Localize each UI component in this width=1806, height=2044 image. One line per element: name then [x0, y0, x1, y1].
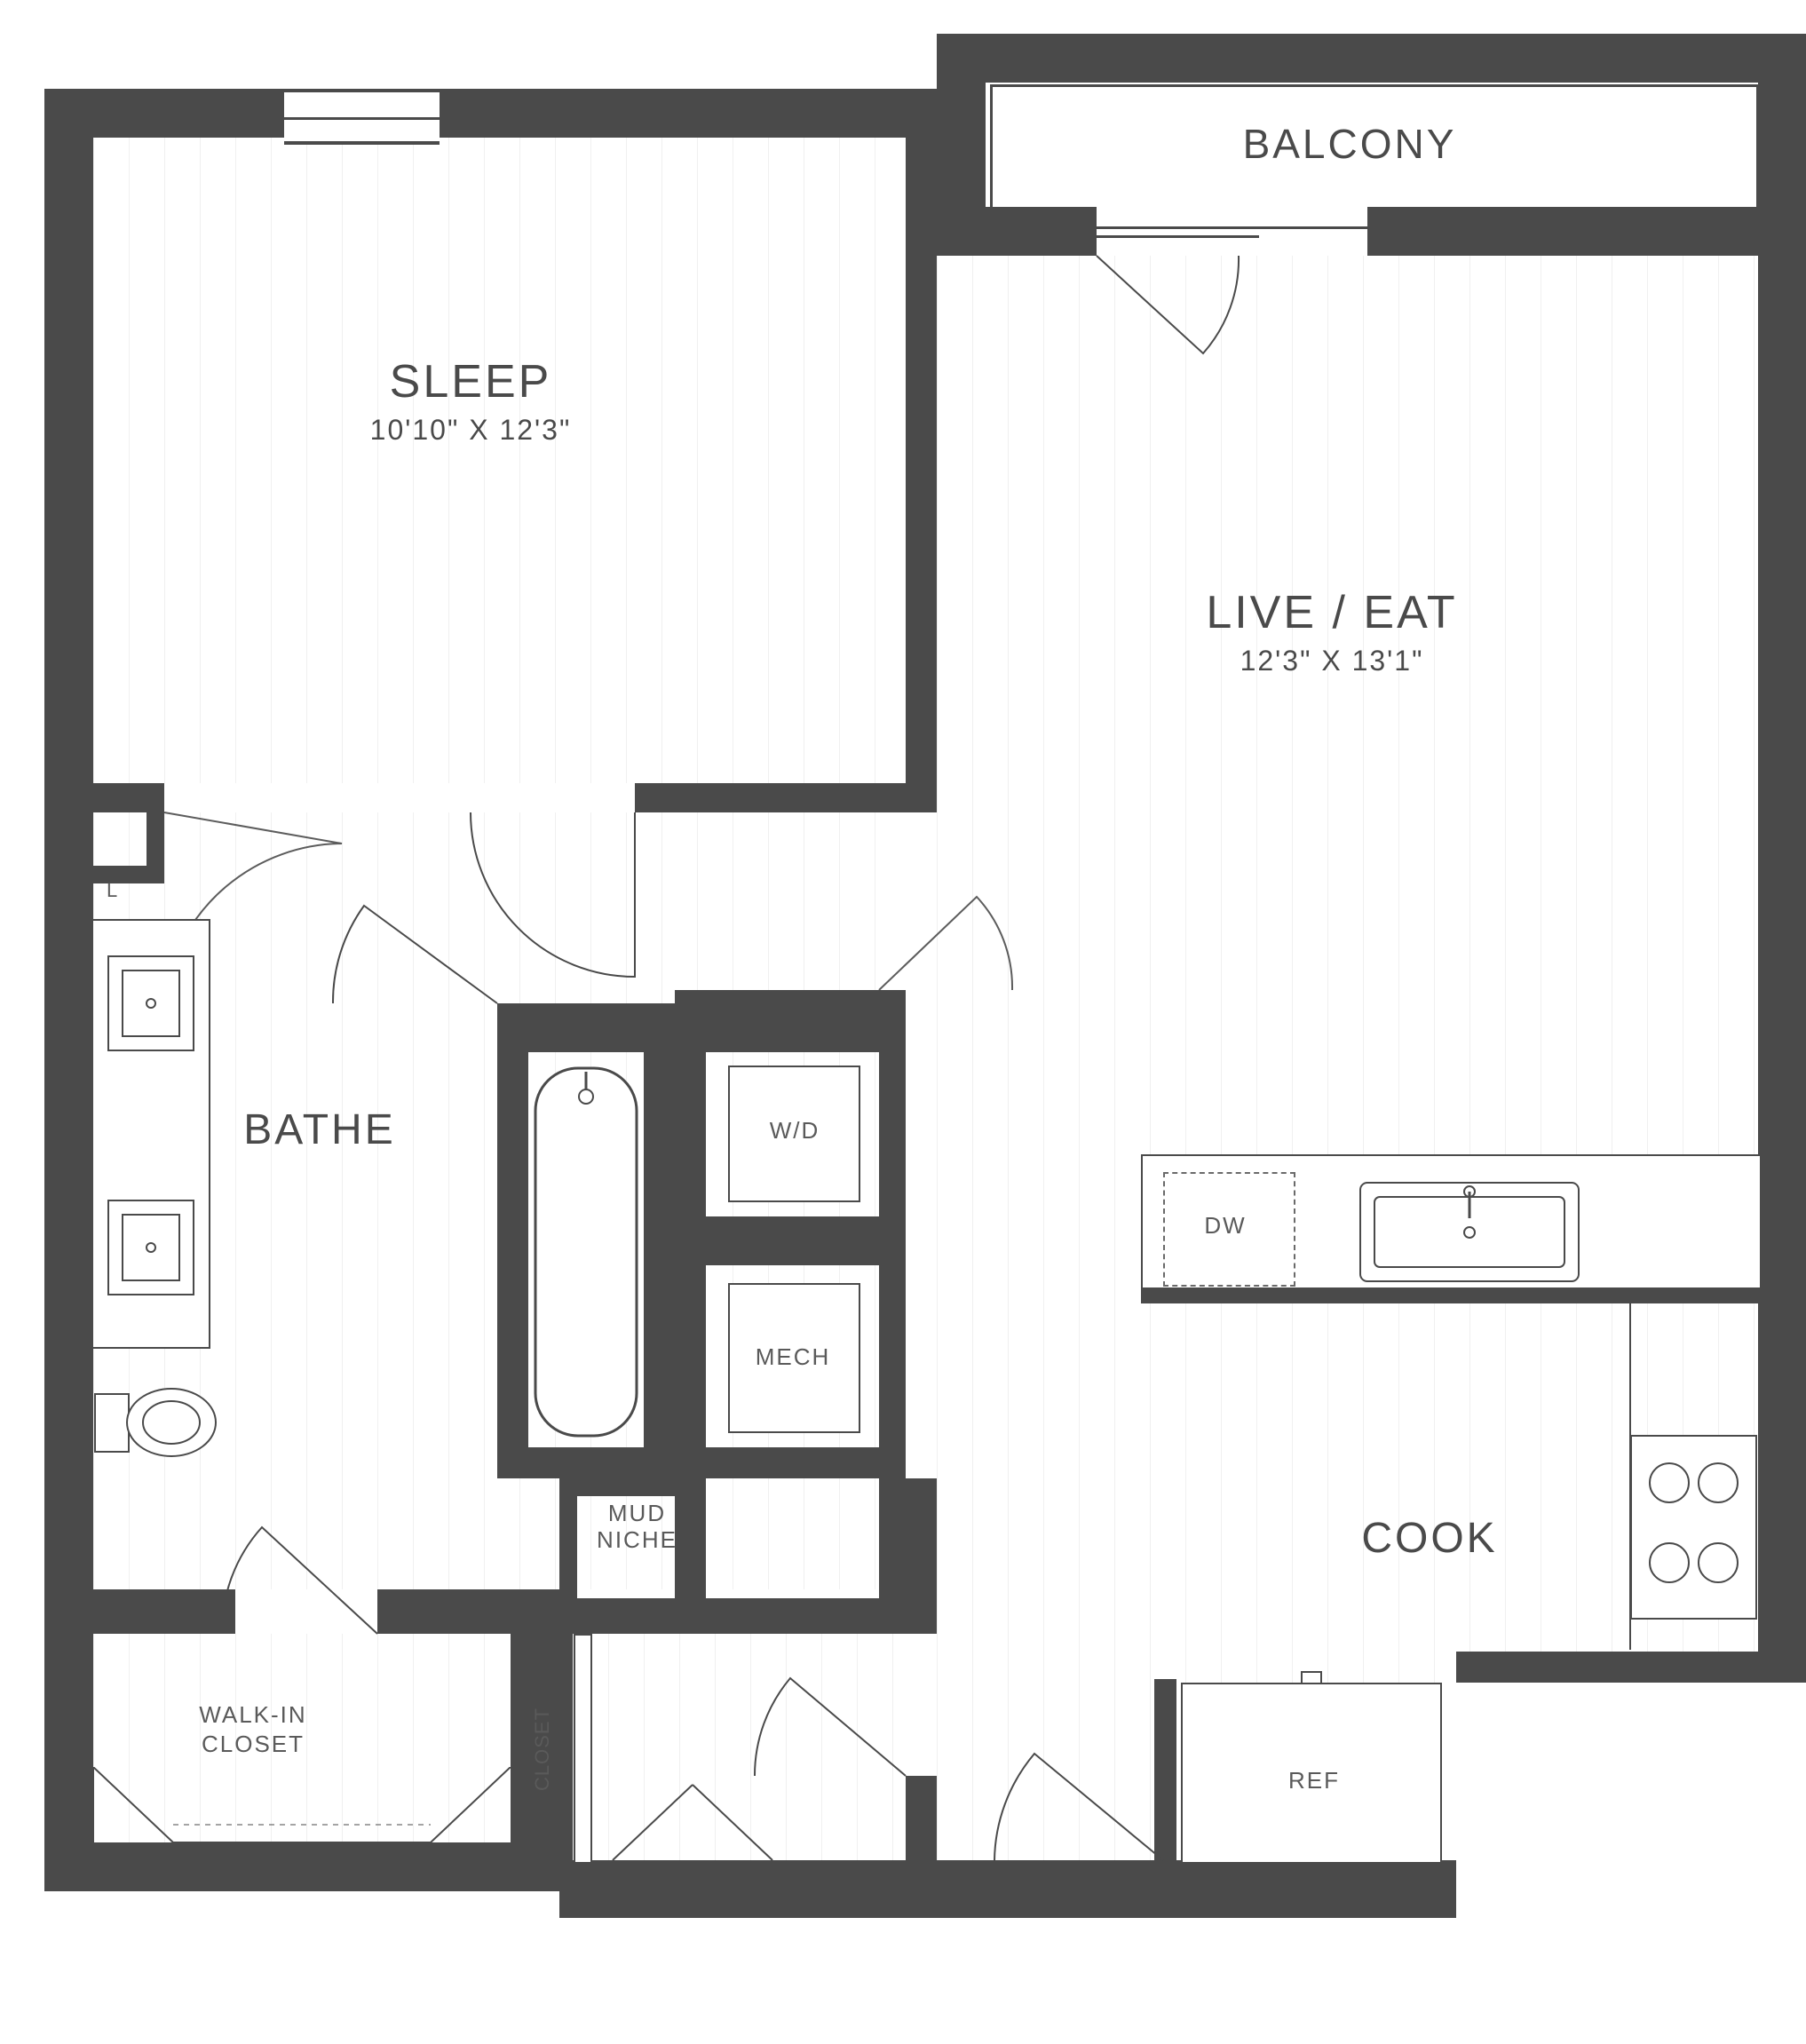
bathe-label: BATHE [195, 1105, 444, 1154]
kitchen-sink [1358, 1181, 1580, 1283]
balcony-label: BALCONY [1181, 120, 1518, 168]
sleep-label: SLEEP 10'10" X 12'3" [311, 355, 630, 447]
mud-label: MUD NICHE [577, 1501, 697, 1554]
live-label: LIVE / EAT 12'3" X 13'1" [1137, 586, 1527, 677]
wd-label: W/D [746, 1117, 844, 1145]
toilet [93, 1376, 222, 1470]
cook-counter [1629, 1303, 1760, 1650]
closet-strip [574, 1634, 592, 1864]
walkin-label: WALK-IN CLOSET [138, 1700, 368, 1758]
ref-handle [1301, 1671, 1322, 1684]
walkin-shelves [93, 1767, 511, 1842]
sink-2 [107, 1199, 195, 1296]
floorplan: BALCONY SLEEP 10'10" X 12'3" LIVE / EAT … [18, 18, 1806, 2026]
mech-label: MECH [735, 1343, 851, 1371]
closet-label: CLOSET [531, 1674, 554, 1825]
dw-label: DW [1181, 1212, 1270, 1240]
ref-label: REF [1261, 1767, 1367, 1794]
linen-label: L [107, 879, 142, 902]
sink-1 [107, 955, 195, 1052]
cook-label: COOK [1314, 1514, 1545, 1563]
closet-bifold [595, 1634, 897, 1865]
bathtub [528, 1061, 644, 1443]
